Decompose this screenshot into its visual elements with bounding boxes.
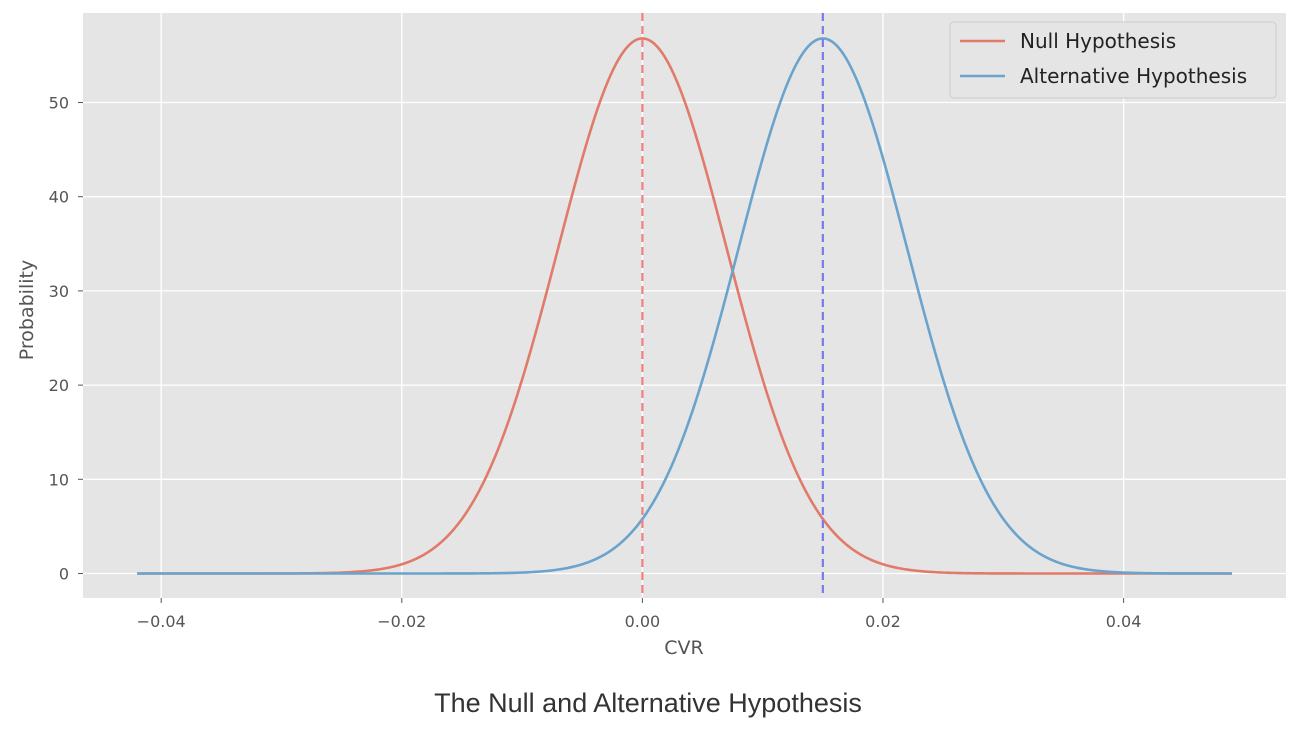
figure-caption: The Null and Alternative Hypothesis [434, 688, 862, 718]
x-tick-label: 0.04 [1106, 612, 1142, 631]
reference-lines [641, 13, 824, 598]
x-axis-label: CVR [664, 637, 703, 659]
y-tick-label: 0 [59, 565, 69, 584]
legend-box [949, 21, 1277, 99]
x-tick-label: −0.02 [377, 612, 426, 631]
y-tick-label: 30 [49, 282, 69, 301]
y-axis-ticks: 0 10 20 30 40 50 [49, 93, 83, 584]
series-lines [137, 37, 1232, 575]
legend-null-label: Null Hypothesis [1020, 29, 1176, 53]
legend-alternative-label: Alternative Hypothesis [1020, 64, 1247, 88]
y-tick-label: 40 [49, 188, 69, 207]
legend: Null Hypothesis Alternative Hypothesis [949, 21, 1277, 99]
x-tick-label: 0.02 [865, 612, 901, 631]
x-tick-label: 0.00 [625, 612, 661, 631]
alternative-hypothesis-line [137, 37, 1232, 575]
y-tick-label: 10 [49, 470, 69, 489]
x-axis-ticks: −0.04 −0.02 0.00 0.02 0.04 [137, 598, 1142, 631]
x-tick-label: −0.04 [137, 612, 186, 631]
chart: −0.04 −0.02 0.00 0.02 0.04 0 10 20 30 40 50 CVR P… [16, 13, 1286, 659]
plot-area [83, 13, 1286, 598]
y-tick-label: 50 [49, 93, 69, 112]
y-axis-label: Probability [16, 260, 38, 360]
y-tick-label: 20 [49, 376, 69, 395]
